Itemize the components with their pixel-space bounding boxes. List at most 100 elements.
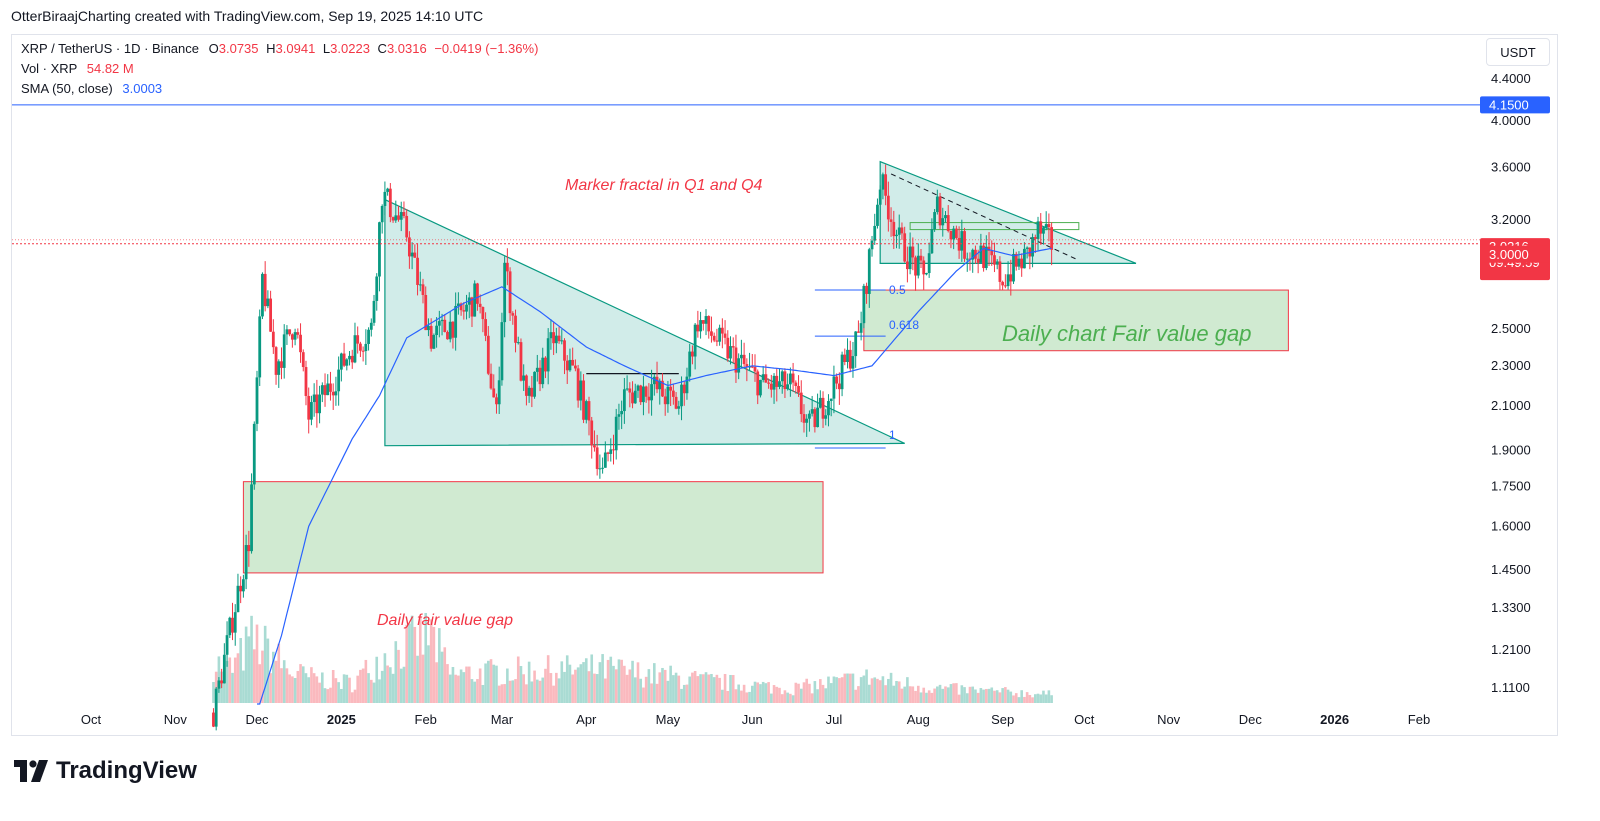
candle-body bbox=[212, 712, 215, 727]
candle-body bbox=[505, 262, 509, 272]
volume-bar bbox=[261, 650, 264, 703]
candle-body bbox=[454, 305, 458, 338]
candle-body bbox=[1020, 258, 1024, 269]
sma-label: SMA (50, close) bbox=[21, 81, 113, 96]
volume-bar bbox=[1020, 690, 1023, 703]
volume-bar bbox=[731, 675, 735, 703]
volume-bar bbox=[870, 678, 874, 703]
symbol-legend[interactable]: XRP / TetherUS · 1D · Binance O3.0735 H3… bbox=[21, 41, 538, 56]
candle-body bbox=[794, 382, 798, 386]
candle-body bbox=[1014, 253, 1018, 267]
volume-bar bbox=[231, 672, 234, 703]
tradingview-logo[interactable]: TradingView bbox=[14, 757, 197, 785]
fair-value-gap-zone-upper bbox=[863, 289, 1289, 352]
volume-bar bbox=[916, 685, 920, 703]
candle-body bbox=[756, 371, 760, 396]
candle-body bbox=[821, 397, 825, 419]
candle-body bbox=[674, 396, 678, 409]
volume-bar bbox=[378, 679, 381, 703]
candle-body bbox=[593, 445, 596, 448]
volume-bar bbox=[307, 677, 311, 703]
volume-bar bbox=[925, 692, 928, 703]
candle-body bbox=[963, 231, 966, 259]
candle-body bbox=[568, 359, 572, 371]
candle-body bbox=[827, 401, 830, 416]
volume-legend[interactable]: Vol · XRP 54.82 M bbox=[21, 61, 134, 76]
time-axis[interactable]: Oct Nov Dec 2025 Feb Mar Apr May Jun Jul Aug Sep Oct… bbox=[81, 712, 1430, 727]
candle-body bbox=[225, 635, 229, 655]
volume-label: Vol · XRP bbox=[21, 61, 78, 76]
volume-bar bbox=[770, 693, 773, 703]
candle-body bbox=[933, 212, 937, 230]
candle-body bbox=[514, 315, 517, 343]
candle-body bbox=[957, 237, 961, 251]
candle-body bbox=[217, 680, 221, 689]
candle-body bbox=[987, 246, 991, 251]
candle-body bbox=[522, 375, 526, 381]
volume-bar bbox=[315, 676, 319, 703]
candle-body bbox=[266, 298, 270, 307]
candle-body bbox=[424, 294, 428, 331]
candle-body bbox=[876, 204, 879, 226]
candle-body bbox=[927, 253, 931, 274]
candle-body bbox=[1036, 221, 1040, 239]
candle-body bbox=[590, 420, 594, 446]
candle-body bbox=[549, 332, 553, 339]
volume-bar bbox=[846, 673, 849, 703]
candle-body bbox=[816, 407, 819, 428]
candle-body bbox=[437, 321, 441, 326]
volume-bar bbox=[658, 672, 662, 703]
volume-bar bbox=[438, 628, 441, 703]
candle-body bbox=[554, 335, 558, 344]
candle-body bbox=[663, 396, 667, 405]
volume-bar bbox=[473, 681, 477, 703]
price-tick-label: 1.4500 bbox=[1491, 562, 1531, 577]
candle-body bbox=[525, 375, 528, 396]
volume-bar bbox=[233, 657, 237, 703]
candle-body bbox=[609, 449, 613, 454]
volume-bar bbox=[655, 683, 659, 703]
currency-button[interactable]: USDT bbox=[1486, 38, 1550, 66]
volume-bar bbox=[810, 693, 814, 703]
candle-body bbox=[865, 285, 868, 294]
candle-body bbox=[476, 283, 479, 304]
volume-bar bbox=[525, 684, 528, 703]
volume-bar bbox=[1047, 690, 1051, 703]
volume-bar bbox=[682, 684, 686, 703]
candle-body bbox=[669, 386, 673, 391]
volume-bar bbox=[960, 685, 964, 703]
candle-body bbox=[993, 255, 996, 265]
volume-bar bbox=[799, 688, 803, 703]
candle-body bbox=[647, 396, 651, 401]
time-tick-label: Dec bbox=[245, 712, 269, 727]
candle-body bbox=[1012, 253, 1015, 282]
candle-body bbox=[704, 316, 708, 324]
volume-bar bbox=[835, 677, 838, 703]
volume-bar bbox=[282, 660, 286, 703]
volume-bar bbox=[443, 647, 447, 703]
candle-body bbox=[552, 332, 556, 344]
legend-open-label: O bbox=[208, 41, 219, 56]
candle-body bbox=[930, 229, 934, 254]
candle-body bbox=[582, 380, 585, 420]
volume-bar bbox=[530, 681, 534, 703]
candle-body bbox=[595, 447, 599, 469]
volume-bar bbox=[786, 692, 789, 703]
volume-bar bbox=[560, 661, 564, 703]
price-axis[interactable]: 4.4000 4.0000 3.6000 3.2000 2.5000 2.3000 2.10… bbox=[1480, 71, 1550, 695]
volume-bar bbox=[737, 684, 740, 703]
candle-body bbox=[443, 319, 447, 332]
candle-body bbox=[269, 298, 273, 332]
candle-body bbox=[1023, 248, 1026, 269]
candle-body bbox=[304, 367, 308, 396]
volume-bar bbox=[590, 654, 594, 703]
candle-body bbox=[353, 335, 357, 363]
plot-area[interactable]: Marker fractal in Q1 and Q4 Daily chart F… bbox=[12, 104, 1482, 731]
candle-body bbox=[601, 467, 605, 469]
volume-bar bbox=[323, 688, 327, 703]
candle-body bbox=[707, 316, 711, 332]
sma-legend[interactable]: SMA (50, close) 3.0003 bbox=[21, 81, 162, 96]
candle-body bbox=[829, 398, 833, 402]
candle-body bbox=[639, 385, 643, 403]
